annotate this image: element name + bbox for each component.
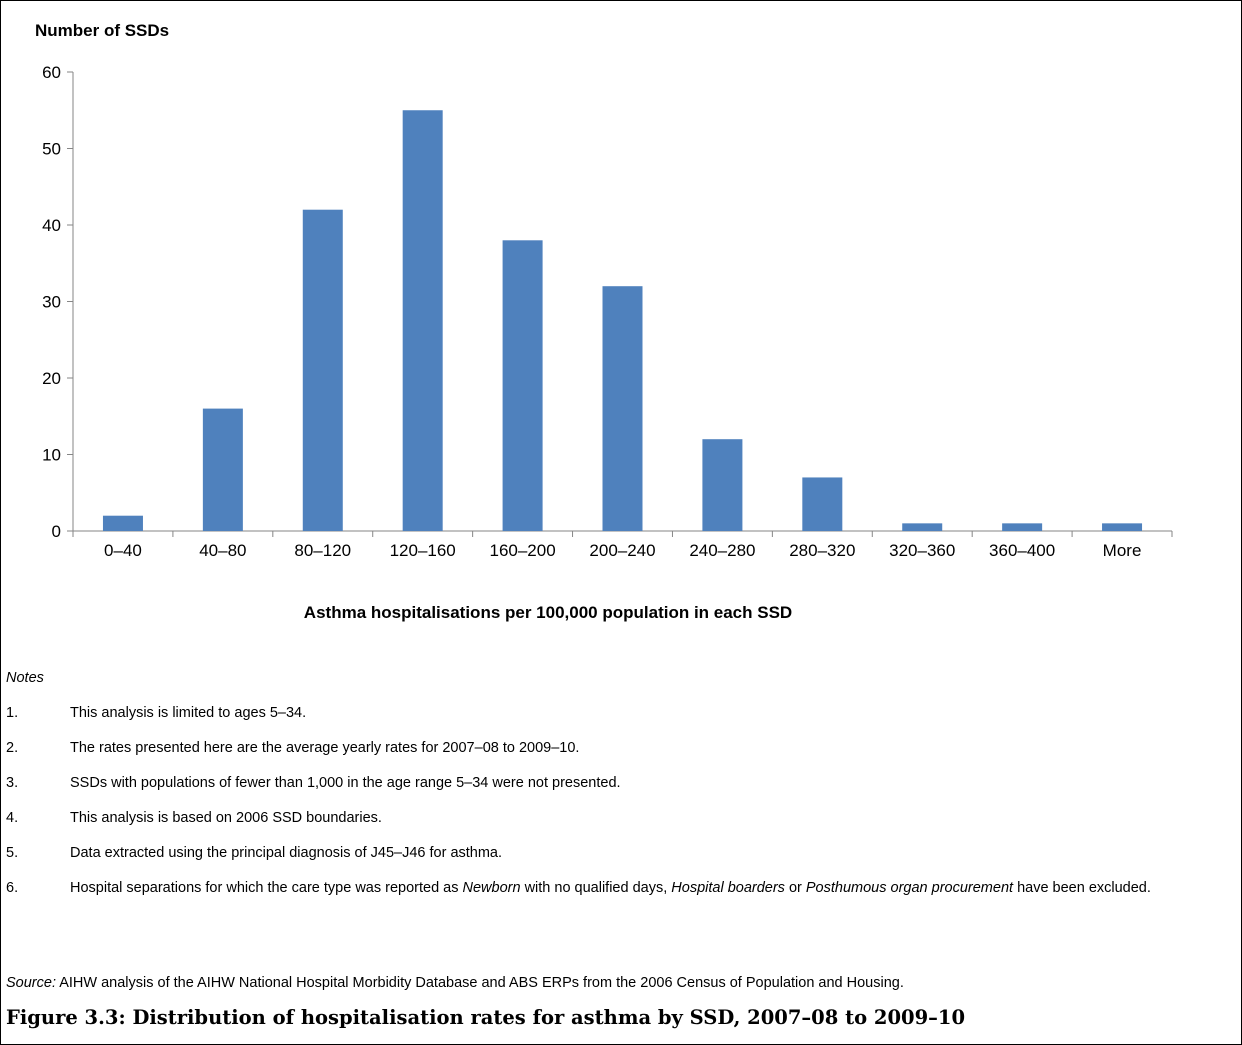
bar (502, 240, 543, 532)
bar (302, 209, 343, 531)
note-text-italic: Newborn (462, 880, 521, 896)
note-number: 5. (6, 845, 19, 861)
figure-caption: Figure 3.3: Distribution of hospitalisat… (6, 1006, 966, 1029)
x-tick-label: 320–360 (889, 541, 955, 560)
x-tick-label: 160–200 (489, 541, 555, 560)
y-tick-label: 40 (42, 216, 61, 235)
x-tick-label: 360–400 (989, 541, 1055, 560)
note-item: 4. This analysis is based on 2006 SSD bou… (6, 809, 1231, 828)
note-text-italic: Posthumous organ procurement (805, 880, 1014, 896)
bar (902, 523, 943, 531)
bar (1102, 523, 1143, 531)
note-number: 2. (6, 740, 19, 756)
note-text-italic: Hospital boarders (671, 880, 785, 896)
x-tick-label: 280–320 (789, 541, 855, 560)
note-item: 5. Data extracted using the principal dia… (6, 844, 1231, 863)
y-tick-label: 10 (42, 446, 61, 465)
note-text-part: Hospital separations for which the care … (70, 880, 463, 896)
y-tick-label: 0 (52, 522, 61, 541)
source-line: Source: AIHW analysis of the AIHW Nation… (6, 975, 904, 991)
note-number: 1. (6, 705, 19, 721)
source-label: Source: (6, 975, 56, 991)
bar-chart: 0 10 20 30 40 50 60 0–40 40–80 80–120 120–160 160–2… (42, 63, 1173, 560)
x-tick-label: More (1103, 541, 1142, 560)
bar (702, 439, 743, 531)
note-number: 4. (6, 810, 19, 826)
x-axis-title: Asthma hospitalisations per 100,000 popu… (303, 603, 793, 622)
note-item: 6. Hospital separations for which the car… (6, 879, 1231, 898)
note-item: 3. SSDs with populations of fewer than 1,… (6, 774, 1231, 793)
note-text-part: or (784, 880, 806, 896)
note-text: SSDs with populations of fewer than 1,00… (70, 775, 621, 791)
x-tick-label: 80–120 (294, 541, 351, 560)
note-text: Data extracted using the principal diagn… (70, 845, 503, 861)
bar (202, 408, 243, 531)
y-tick-label: 60 (42, 63, 61, 82)
note-text: This analysis is based on 2006 SSD bound… (70, 810, 382, 826)
bar (402, 110, 443, 531)
source-text: AIHW analysis of the AIHW National Hospi… (55, 975, 904, 991)
note-text-part: have been excluded. (1013, 880, 1151, 896)
x-tick-label: 0–40 (104, 541, 142, 560)
note-text: Hospital separations for which the care … (70, 880, 1151, 896)
notes-section: Notes 1. This analysis is limited to ages… (6, 670, 1231, 914)
y-tick-label: 30 (42, 293, 61, 312)
note-text: This analysis is limited to ages 5–34. (70, 705, 307, 721)
note-number: 3. (6, 775, 19, 791)
note-number: 6. (6, 880, 19, 896)
bar (1002, 523, 1043, 531)
x-tick-label: 40–80 (199, 541, 246, 560)
notes-title: Notes (6, 670, 44, 686)
note-text: The rates presented here are the average… (70, 740, 580, 756)
bar (802, 477, 843, 531)
x-tick-label: 120–160 (390, 541, 456, 560)
y-tick-label: 20 (42, 369, 61, 388)
x-tick-label: 200–240 (589, 541, 655, 560)
note-item: 2. The rates presented here are the avera… (6, 739, 1231, 758)
y-axis-title: Number of SSDs (35, 21, 170, 40)
bar (602, 286, 643, 531)
y-tick-label: 50 (42, 140, 61, 159)
note-item: 1. This analysis is limited to ages 5–34. (6, 704, 1231, 723)
bar (102, 515, 143, 531)
note-text-part: with no qualified days, (520, 880, 672, 896)
x-tick-label: 240–280 (689, 541, 755, 560)
